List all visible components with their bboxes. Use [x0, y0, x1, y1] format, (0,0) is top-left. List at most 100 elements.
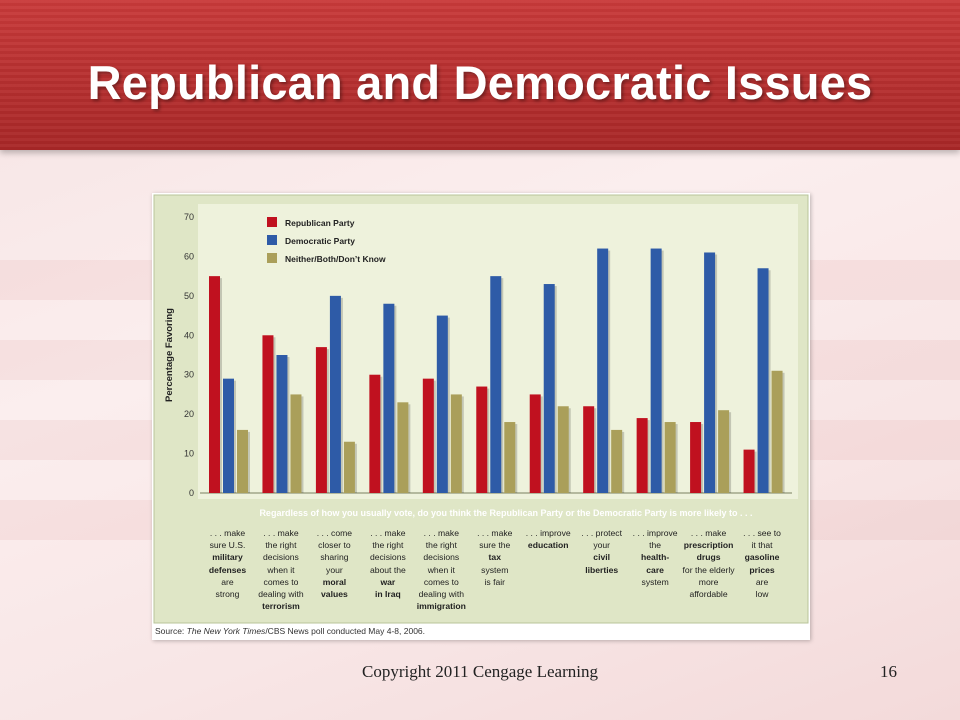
category-label: . . . make prescription drugs for the elder…: [682, 527, 736, 600]
bar-republican: [315, 347, 327, 493]
page-number: 16: [880, 662, 897, 681]
bar-republican: [476, 386, 488, 493]
category-label-line: tax: [488, 552, 501, 563]
category-label-line: war: [380, 576, 396, 587]
category-label-line: . . . protect: [581, 528, 622, 538]
category-label-line: is fair: [484, 576, 506, 587]
category-label-line: decisions: [423, 552, 460, 563]
legend-swatch: [267, 217, 277, 227]
source-prefix: Source:: [155, 626, 187, 636]
chart-figure: 0 10 20 30 40 50 60 70 Percentage Favoring Republ…: [152, 193, 810, 640]
category-label-line: strong: [215, 589, 240, 600]
bar-neither: [504, 422, 516, 493]
category-label-line: liberties: [585, 564, 619, 575]
category-label-line: about the: [369, 564, 406, 575]
bar-democratic: [436, 315, 448, 493]
category-label-line: the right: [265, 540, 297, 551]
legend-label: Neither/Both/Don’t Know: [285, 254, 386, 264]
category-label-line: dealing with: [418, 589, 464, 600]
bar-democratic: [757, 268, 769, 493]
category-label: . . . improve education: [521, 527, 575, 551]
category-label-line: system: [641, 576, 669, 587]
category-label-line: . . . make: [370, 528, 406, 538]
category-label-line: education: [527, 540, 569, 551]
category-label-line: . . . make: [477, 528, 513, 538]
category-label-line: . . . make: [263, 528, 299, 538]
category-label-line: . . . improve: [525, 528, 571, 538]
category-label-line: care: [646, 564, 664, 575]
category-label-line: the: [649, 540, 662, 551]
category-label-line: when it: [267, 564, 295, 575]
category-label: . . . make sure the tax system is fair: [468, 527, 522, 588]
bar-democratic: [329, 295, 341, 493]
category-label-line: for the elderly: [682, 564, 735, 575]
category-label-line: gasoline: [744, 552, 780, 563]
bar-democratic: [650, 248, 662, 493]
y-tick-label: 20: [184, 409, 194, 419]
bar-republican: [369, 374, 381, 493]
category-label: . . . make the right decisions when it comes…: [254, 527, 308, 612]
category-label-line: . . . make: [209, 528, 246, 538]
bar-democratic: [704, 252, 716, 493]
bar-neither: [664, 422, 676, 493]
legend-swatch: [267, 235, 277, 245]
bar-neither: [611, 429, 623, 493]
bar-republican: [583, 406, 595, 493]
category-label-line: prescription: [683, 540, 734, 551]
bar-republican: [690, 422, 702, 493]
category-label: . . . make the right decisions about the war…: [361, 527, 415, 600]
category-label-line: . . . improve: [632, 528, 678, 538]
category-label-line: defenses: [208, 564, 247, 575]
slide-title: Republican and Democratic Issues: [87, 56, 873, 109]
category-label-line: system: [481, 564, 509, 575]
copyright-text: Copyright 2011 Cengage Learning: [362, 662, 598, 681]
category-label-line: your: [326, 564, 343, 575]
chart-source: Source: The New York Times/CBS News poll…: [155, 626, 425, 636]
y-axis-label: Percentage Favoring: [164, 308, 175, 402]
category-label-line: sharing: [320, 552, 349, 563]
y-tick-label: 10: [184, 449, 194, 459]
category-label-line: are: [755, 576, 769, 587]
bar-chart: 0 10 20 30 40 50 60 70 Percentage Favoring Republ…: [152, 193, 810, 640]
bar-neither: [450, 394, 462, 493]
category-label-line: dealing with: [258, 589, 304, 600]
bar-republican: [209, 276, 220, 493]
category-label-line: in Iraq: [374, 589, 401, 600]
y-tick-label: 0: [189, 488, 194, 498]
category-label-line: when it: [427, 564, 455, 575]
legend-swatch: [267, 253, 277, 263]
y-tick-label: 50: [184, 291, 194, 301]
category-label-line: closer to: [318, 540, 351, 551]
category-label-line: moral: [322, 576, 347, 587]
bar-democratic: [543, 284, 555, 493]
bar-neither: [343, 441, 355, 493]
category-label-line: immigration: [416, 601, 466, 612]
bar-republican: [262, 335, 274, 493]
bar-republican: [422, 378, 434, 493]
bar-republican: [743, 449, 755, 493]
category-label-line: sure the: [479, 540, 511, 551]
category-label-line: prices: [749, 564, 775, 575]
y-tick-label: 40: [184, 330, 194, 340]
y-tick-label: 60: [184, 251, 194, 261]
category-label-line: decisions: [369, 552, 406, 563]
question-text: Regardless of how you usually vote, do y…: [259, 508, 752, 518]
category-label-line: terrorism: [262, 601, 300, 612]
category-label: . . . make the right decisions when it comes…: [414, 527, 468, 612]
category-label-line: the right: [372, 540, 404, 551]
category-label: . . . come closer to sharing your moral value…: [307, 527, 361, 600]
category-label-line: military: [212, 552, 243, 563]
category-label-line: civil: [593, 552, 611, 563]
bar-republican: [636, 418, 648, 493]
category-label-line: are: [221, 576, 234, 587]
bar-neither: [290, 394, 302, 493]
category-label-line: . . . make: [423, 528, 459, 538]
source-rest: /CBS News poll conducted May 4-8, 2006.: [265, 626, 426, 636]
category-label-line: comes to: [423, 576, 459, 587]
category-label-line: decisions: [263, 552, 299, 563]
y-tick-label: 30: [184, 370, 194, 380]
source-italic: The New York Times: [186, 626, 266, 636]
category-label: . . . make sure U.S. military defenses are st…: [201, 527, 255, 600]
bar-neither: [237, 429, 248, 493]
bar-neither: [557, 406, 569, 493]
